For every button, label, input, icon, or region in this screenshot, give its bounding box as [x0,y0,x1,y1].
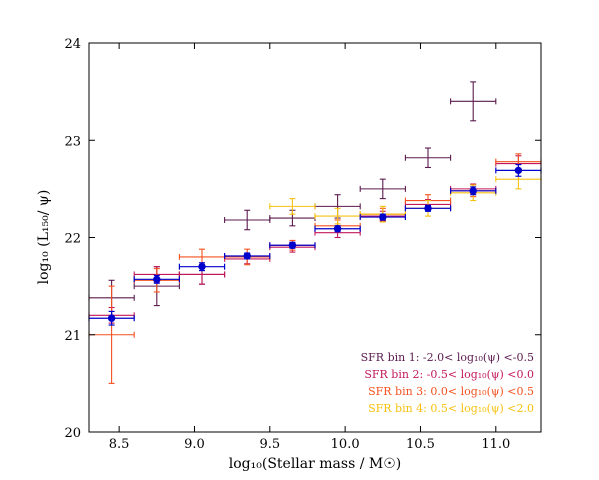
y-tick-label: 20 [64,426,81,441]
data-point [404,147,452,169]
y-tick-label: 23 [64,134,81,149]
point-marker [107,314,116,322]
data-point [269,198,316,215]
data-point [450,81,497,122]
legend: SFR bin 1: -2.0< log₁₀(ψ) <-0.5 SFR bin 2… [361,351,534,415]
x-tick-label: 8.5 [109,437,130,452]
point-marker [288,241,297,249]
data-point [314,225,361,233]
legend-entry: SFR bin 1: -2.0< log₁₀(ψ) <-0.5 [361,351,534,364]
data-point [359,213,406,221]
y-tick-label: 22 [64,232,81,247]
data-point [178,262,226,272]
y-axis-label: log₁₀ (L₁₅₀/ ψ) [36,190,52,285]
x-tick-label: 10.0 [331,437,360,452]
point-marker [333,225,342,233]
point-marker [153,275,161,284]
point-marker [514,166,523,175]
x-tick-label: 11.0 [481,437,510,452]
x-tick-label: 9.5 [259,437,280,452]
y-tick-label: 21 [64,329,81,344]
series-5 [88,163,542,326]
legend-entry: SFR bin 3: 0.0< log₁₀(ψ) <0.5 [368,385,534,398]
data-point [224,252,271,260]
point-marker [424,204,432,213]
legend-entry: SFR bin 2: -0.5< log₁₀(ψ) <0.0 [364,368,534,381]
point-marker [198,262,206,271]
x-tick-label: 10.5 [406,437,435,452]
point-marker [469,187,477,195]
data-point [314,194,361,219]
data-point [269,241,316,249]
point-marker [379,213,387,221]
data-point [359,178,406,200]
data-point [450,186,497,196]
x-tick-label: 9.0 [184,437,205,452]
data-point [133,274,180,284]
axis-ticks: 8.5 9.0 9.5 10.0 10.5 11.0 20 21 22 23 24 [64,37,541,452]
plot-area [88,81,542,384]
x-axis-label: log₁₀(Stellar mass / M☉) [229,456,401,472]
legend-entry: SFR bin 4: 0.5< log₁₀(ψ) <2.0 [368,402,534,415]
data-point [404,204,452,213]
y-tick-label: 24 [64,37,81,52]
point-marker [243,252,251,260]
